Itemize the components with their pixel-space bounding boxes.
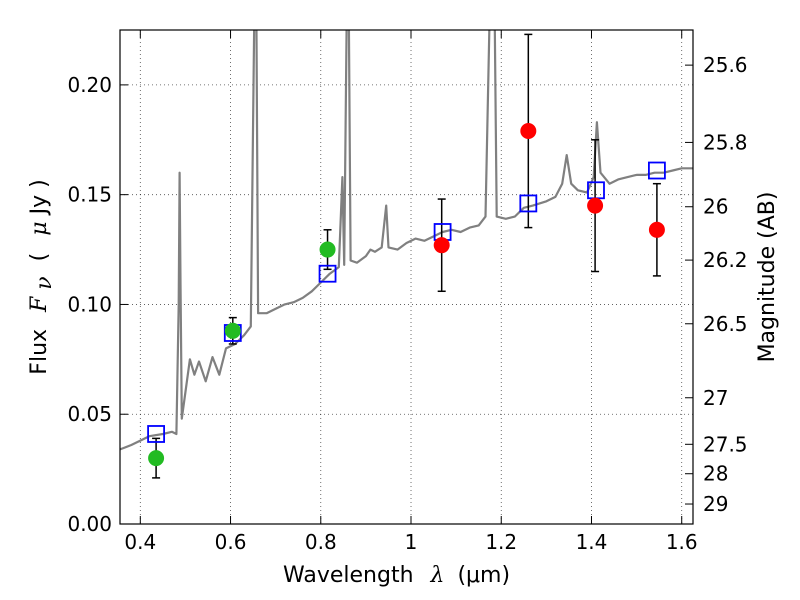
y2-tick-label: 26 xyxy=(703,195,728,219)
model-square-marker xyxy=(318,264,337,283)
x-axis-label-unit: (μm) xyxy=(457,563,510,588)
x-axis-label: Wavelength λ (μm) xyxy=(283,563,510,588)
error-bars xyxy=(147,33,666,479)
y-tick-label: 0.20 xyxy=(67,73,112,97)
data-layer xyxy=(120,30,693,451)
x-axis-label-word: Wavelength xyxy=(283,563,414,588)
y2-tick-label: 29 xyxy=(703,492,728,516)
sed-line xyxy=(120,30,693,451)
y-tick-label: 0.10 xyxy=(67,292,112,316)
model-square-marker xyxy=(648,161,666,180)
x-tick-label: 0.4 xyxy=(124,530,156,554)
x-tick-label: 0.6 xyxy=(215,530,247,554)
plot-frame xyxy=(119,29,694,525)
ticks: 0.4 0.6 0.8 1 1.2 1.4 1.6 0.00 0.05 0.10 0.15 0.20 2… xyxy=(67,30,748,554)
model-square-marker xyxy=(147,425,165,443)
observed-point xyxy=(224,322,241,339)
y2-tick-label: 27 xyxy=(703,386,728,410)
svg-text:Flux F ν: Flux F ν ( μ Jy ) xyxy=(27,179,57,374)
x-tick-label: 0.8 xyxy=(305,530,337,554)
y-tick-label: 0.05 xyxy=(67,402,112,426)
x-axis-label-lambda: λ xyxy=(430,563,445,588)
y-axis-label-word: Flux xyxy=(27,329,52,375)
observed-point xyxy=(587,197,604,214)
observed-point xyxy=(319,241,336,258)
observed-point xyxy=(433,237,450,254)
y2-tick-label: 25.6 xyxy=(703,53,748,77)
observed-point xyxy=(148,450,165,467)
y-axis-label-paren: ( xyxy=(27,253,52,262)
y2-tick-label: 25.8 xyxy=(703,130,748,154)
y-axis-label-nu: ν xyxy=(32,276,57,289)
observed-point xyxy=(520,122,537,139)
x-tick-label: 1.4 xyxy=(576,530,608,554)
x-tick-label: 1.6 xyxy=(666,530,698,554)
y2-tick-label: 26.2 xyxy=(703,248,748,272)
y-axis-label: Flux F ν ( μ Jy ) xyxy=(27,179,57,374)
y-axis-label-mu: μ xyxy=(27,221,52,235)
y-tick-label: 0.00 xyxy=(67,512,112,536)
y2-tick-label: 28 xyxy=(703,462,728,486)
y2-tick-label: 27.5 xyxy=(703,432,748,456)
y-tick-label: 0.15 xyxy=(67,183,112,207)
y-axis-label-unit: Jy ) xyxy=(27,179,52,216)
x-tick-label: 1 xyxy=(405,530,418,554)
y2-axis-label: Magnitude (AB) xyxy=(755,192,780,363)
y2-tick-label: 26.5 xyxy=(703,312,748,336)
plot-area xyxy=(120,30,693,524)
x-tick-label: 1.2 xyxy=(485,530,517,554)
y-axis-label-f: F xyxy=(27,296,52,313)
observed-point xyxy=(648,221,665,238)
model-square-marker xyxy=(519,194,538,213)
